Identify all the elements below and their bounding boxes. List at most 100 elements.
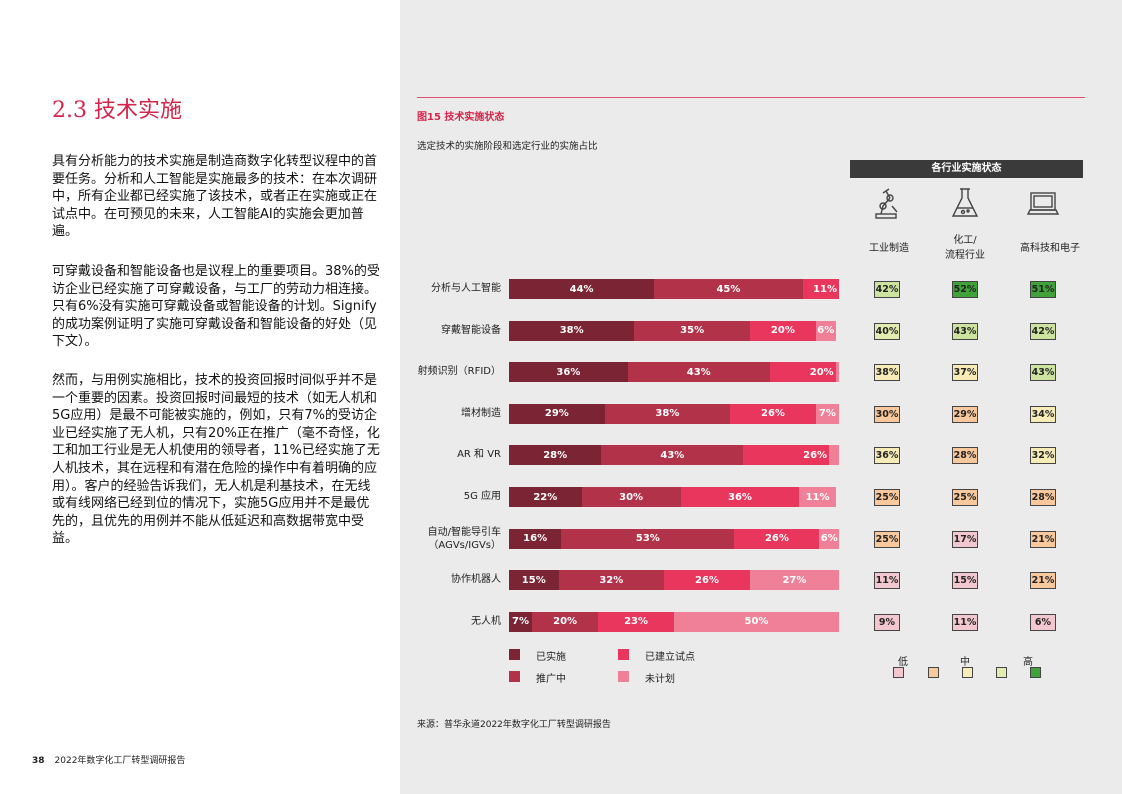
industry-label-chemical: 化工/ 流程行业 [945,235,985,261]
bar-segment: 26% [743,445,830,466]
text-column: 2.3 技术实施 具有分析能力的技术实施是制造商数字化转型议程中的首要任务。分析… [0,0,400,794]
legend-label: 已实施 [536,652,566,663]
bar-segment: 16% [509,528,562,549]
bar-segment: 38% [509,320,635,341]
industry-value-cell: 28% [952,447,978,465]
bar-segment: 53% [561,528,735,549]
industry-value-cell: 51% [1030,281,1056,298]
stacked-bar: 44% 45% 11% [509,279,839,299]
industry-value-cell: 36% [874,447,900,465]
bar-segment: 35% [634,320,750,341]
legend-swatch [618,649,629,660]
bar-segment: 50% [673,611,839,632]
bar-segment: 43% [601,445,744,466]
page-number: 38 [32,756,45,766]
bar-segment: 43% [627,362,770,383]
figure-title: 图15 技术实施状态 [417,112,505,123]
bar-segment: 20% [532,611,599,632]
bar-segment: 7% [509,611,533,632]
bar-category-label: 分析与人工智能 [431,283,501,294]
source-note: 来源：普华永道2022年数字化工厂转型调研报告 [417,720,611,730]
industry-value-cell: 21% [1030,530,1056,548]
bar-segment: 26% [664,570,750,591]
industry-value-cell: 30% [874,405,900,423]
industry-value-cell: 21% [1030,572,1056,590]
bar-segment: 29% [509,403,605,424]
bar-segment: 15% [509,570,559,591]
bar-category-label: 射频识别（RFID） [417,366,501,378]
industry-value-cell: 43% [1030,364,1056,382]
bar-segment: 32% [558,570,665,591]
bar-category-label: AR 和 VR [457,449,501,461]
bar-category-label: 自动/智能导引车 （AGVs/IGVs） [427,526,501,551]
bar-segment [835,362,839,383]
figure-subtitle: 选定技术的实施阶段和选定行业的实施占比 [417,141,598,152]
industry-value-cell: 52% [952,281,978,298]
bar-segment: 36% [509,362,628,383]
paragraph-2: 可穿戴设备和智能设备也是议程上的重要项目。38%的受访企业已经实施了可穿戴设备，… [52,264,380,350]
robot-arm-icon [870,186,904,220]
scale-label: 高 [1023,657,1033,668]
industry-value-cell: 42% [874,281,900,298]
footer-text: 2022年数字化工厂转型调研报告 [54,756,186,766]
scale-swatch [996,667,1007,678]
bar-segment: 23% [598,611,674,632]
industry-label-manufacturing: 工业制造 [869,243,909,254]
industry-value-cell: 28% [1030,489,1056,506]
scale-label: 低 [898,657,908,668]
legend-label: 推广中 [536,674,566,685]
industry-value-cell: 40% [874,322,900,340]
stacked-bar: 22% 30% 36% 11% [509,487,839,507]
bar-segment: 7% [815,403,839,424]
scale-label: 中 [960,657,970,668]
bar-segment [829,445,839,466]
legend-label: 已建立试点 [645,652,695,663]
industry-value-cell: 25% [952,489,978,506]
stacked-bar: 7% 20% 23% 50% [509,611,839,632]
industry-value-cell: 25% [874,530,900,548]
bar-segment: 28% [509,445,602,466]
industry-label-hightech: 高科技和电子 [1020,243,1080,254]
bar-segment: 20% [749,320,816,341]
industry-value-cell: 15% [952,572,978,590]
bar-category-label: 5G 应用 [463,491,501,502]
bar-segment: 11% [799,487,836,507]
paragraph-1: 具有分析能力的技术实施是制造商数字化转型议程中的首要任务。分析和人工智能是实施最… [52,154,378,240]
legend-label: 未计划 [645,674,675,685]
bar-category-label: 协作机器人 [451,574,501,586]
bar-segment: 45% [654,279,803,299]
bar-segment: 26% [734,528,820,549]
bar-category-label: 无人机 [471,615,501,627]
bar-segment: 26% [730,403,816,424]
stacked-bar: 15% 32% 26% 27% [509,570,839,591]
bar-segment: 11% [802,279,839,299]
scale-swatch [1030,667,1041,678]
bar-category-label: 增材制造 [461,407,501,419]
industry-value-cell: 37% [952,364,978,382]
flask-icon [948,186,982,220]
scale-swatch [893,667,904,678]
stacked-bar: 36% 43% 20% [509,362,839,383]
bar-segment: 27% [749,570,839,591]
bar-segment: 30% [581,487,681,507]
industry-header: 各行业实施状态 [850,160,1083,178]
bar-segment: 38% [604,403,731,424]
bar-segment: 6% [819,528,840,549]
industry-value-cell: 43% [952,322,978,340]
industry-value-cell: 11% [874,572,900,590]
industry-value-cell: 9% [874,613,900,631]
figure-panel [400,0,1122,794]
industry-value-cell: 11% [952,613,978,631]
scale-swatch [962,667,973,678]
stacked-bar: 29% 38% 26% 7% [509,403,839,424]
bar-segment: 36% [680,487,800,507]
legend-swatch [509,649,520,660]
bar-segment: 44% [509,279,655,299]
bar-segment: 20% [769,362,836,383]
legend-swatch [618,671,629,682]
bar-segment: 6% [815,320,836,341]
industry-value-cell: 25% [874,489,900,506]
bar-category-label: 穿戴智能设备 [441,324,501,336]
laptop-icon [1026,186,1060,220]
industry-value-cell: 6% [1030,613,1056,631]
